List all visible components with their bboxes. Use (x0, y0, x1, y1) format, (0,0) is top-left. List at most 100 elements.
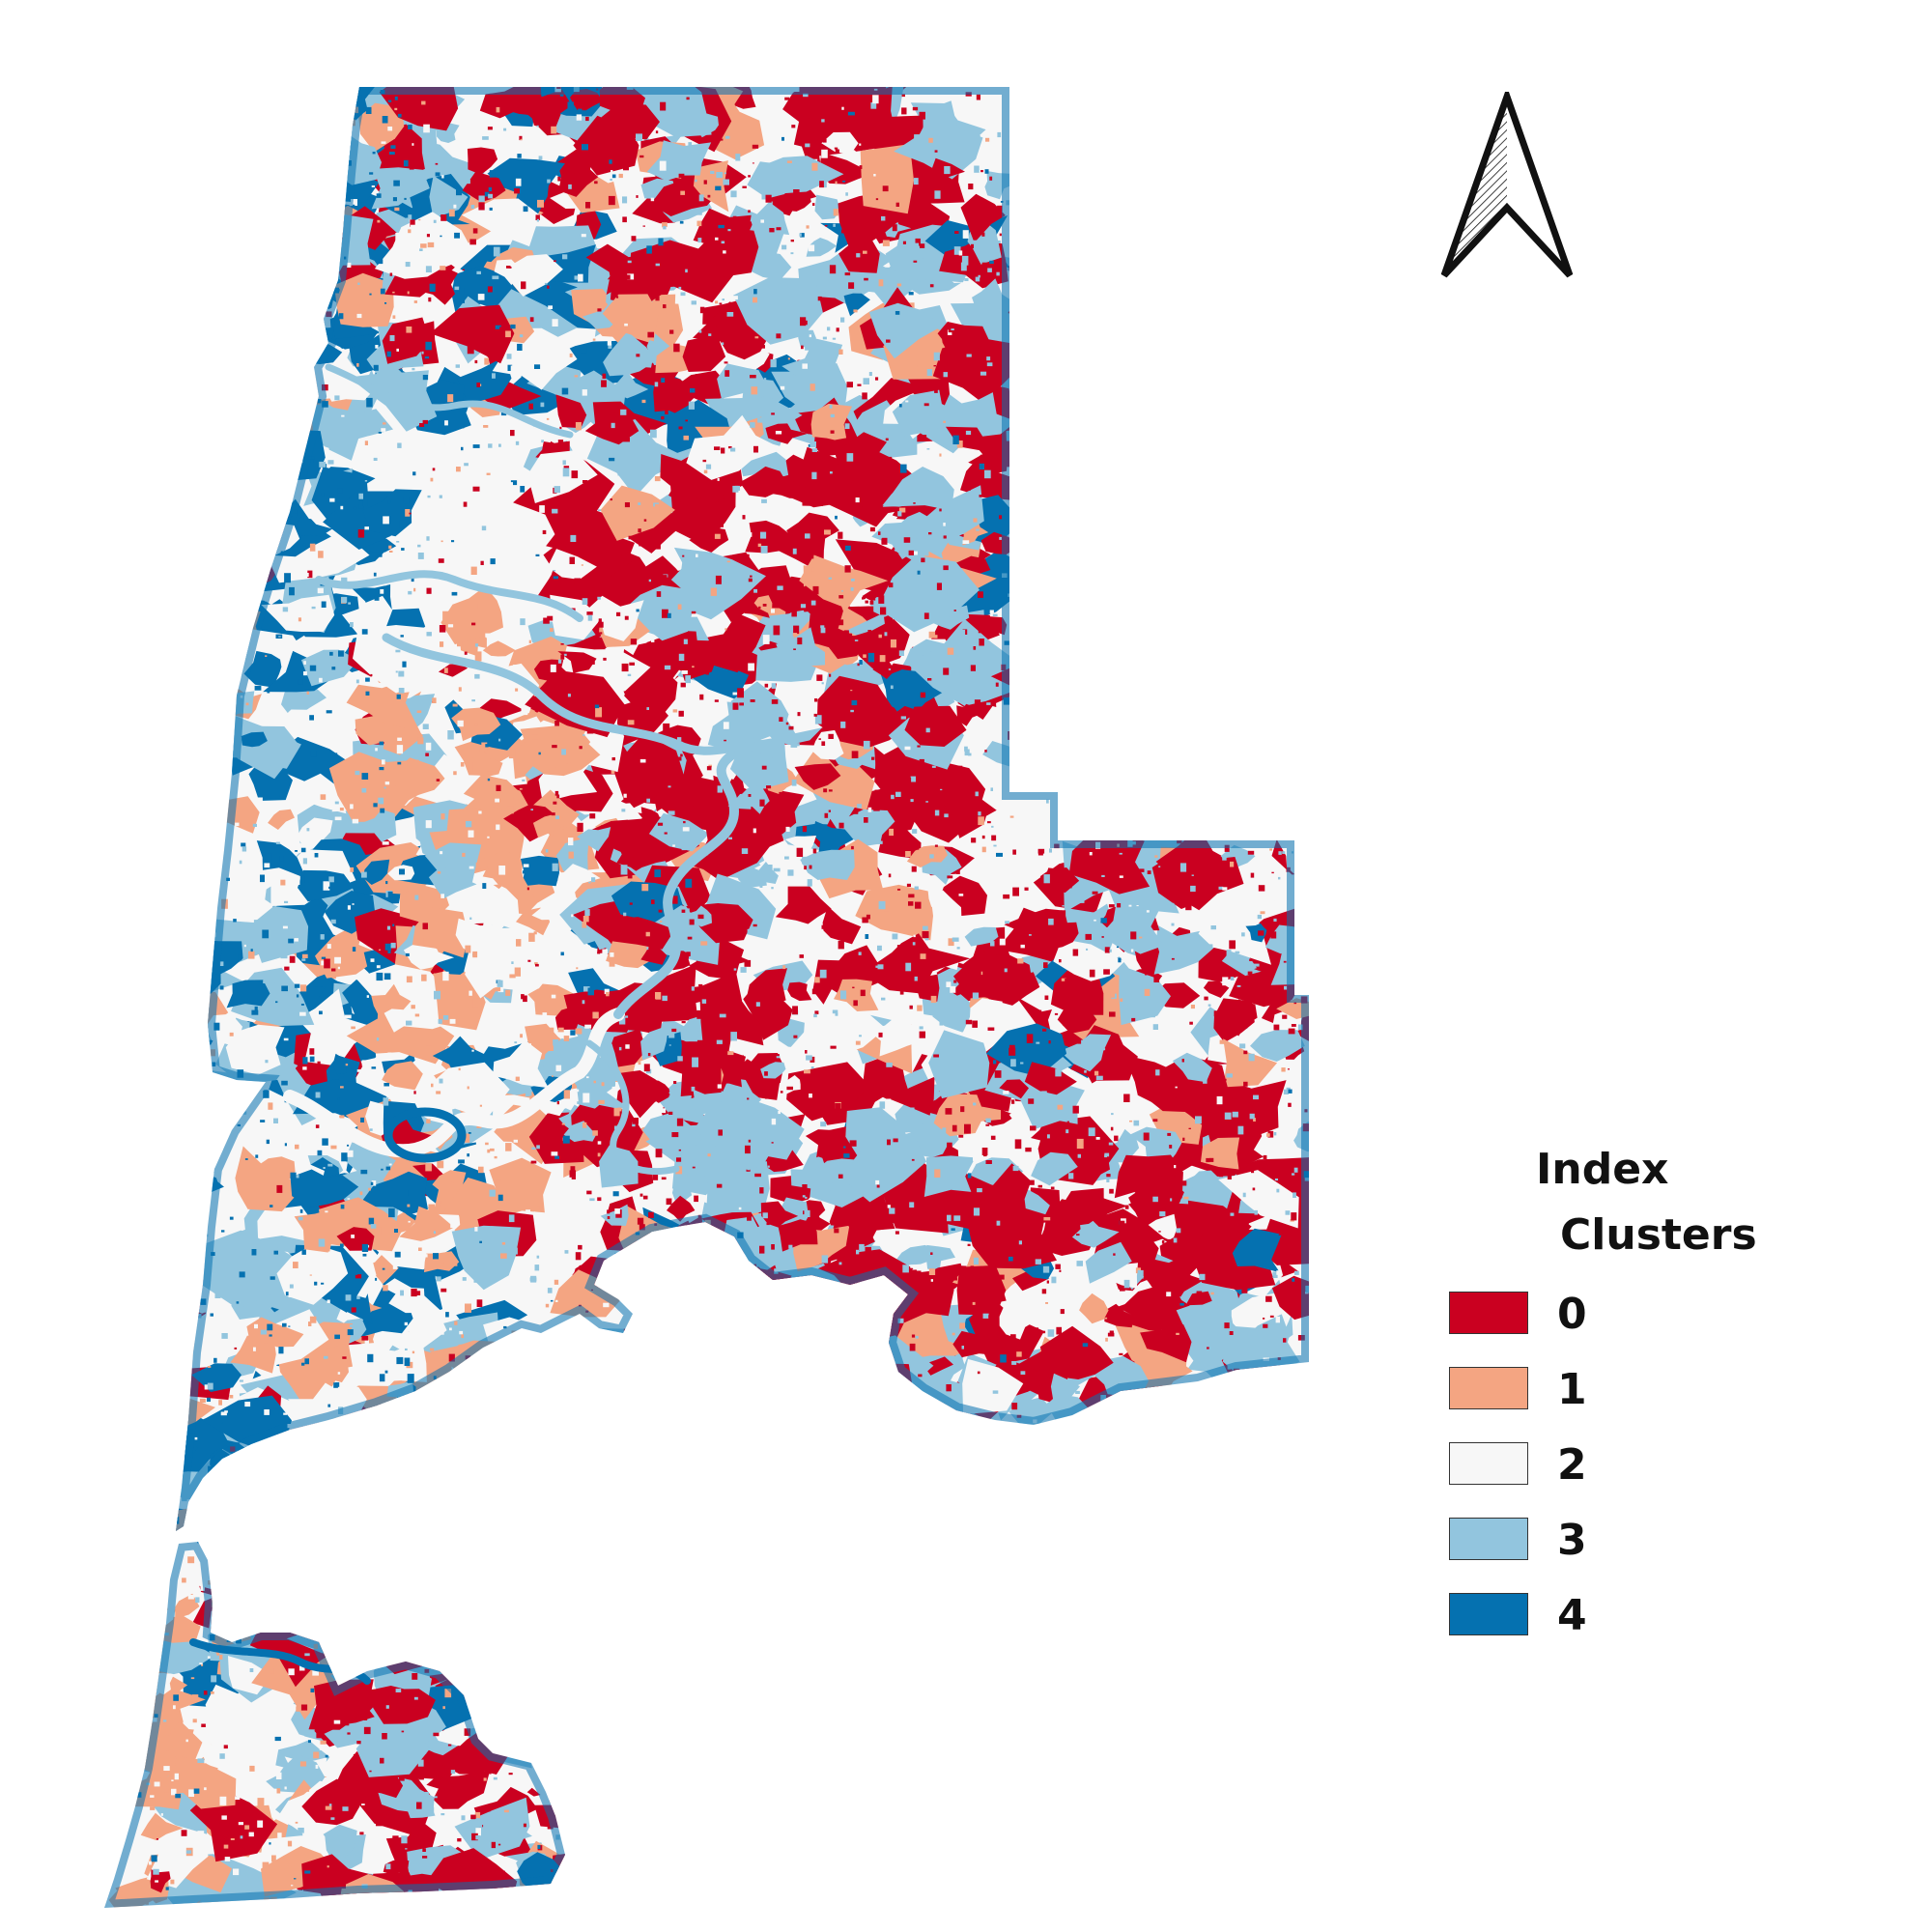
cluster-pixel (1023, 680, 1029, 689)
cluster-pixel (1154, 1539, 1158, 1542)
cluster-pixel (1227, 1608, 1235, 1615)
cluster-pixel (151, 1505, 156, 1508)
cluster-pixel (860, 1747, 864, 1749)
cluster-pixel (562, 254, 568, 260)
cluster-pixel (881, 1468, 885, 1471)
cluster-patch (733, 277, 823, 345)
cluster-pixel (909, 1005, 913, 1009)
cluster-pixel (671, 1028, 677, 1033)
cluster-pixel (183, 286, 190, 294)
cluster-pixel (975, 276, 980, 282)
cluster-pixel (701, 899, 707, 903)
cluster-pixel (691, 611, 696, 614)
cluster-pixel (1067, 892, 1072, 895)
cluster-pixel (681, 909, 686, 913)
cluster-patch (216, 1511, 248, 1532)
cluster-pixel (319, 1021, 322, 1024)
cluster-patch (165, 256, 235, 326)
cluster-pixel (1146, 910, 1150, 913)
cluster-pixel (1249, 134, 1256, 143)
cluster-pixel (719, 1013, 726, 1018)
cluster-pixel (468, 1132, 471, 1134)
cluster-pixel (280, 1460, 284, 1463)
cluster-patch (204, 1458, 298, 1535)
cluster-pixel (1261, 327, 1264, 331)
cluster-pixel (1122, 695, 1129, 700)
cluster-pixel (128, 1443, 135, 1452)
cluster-patch (480, 1622, 554, 1674)
cluster-pixel (1278, 876, 1281, 880)
cluster-pixel (306, 205, 311, 209)
cluster-pixel (426, 632, 432, 637)
cluster-patch (195, 321, 252, 376)
cluster-pixel (563, 678, 570, 684)
cluster-pixel (744, 392, 750, 396)
cluster-pixel (1224, 1322, 1230, 1329)
cluster-pixel (401, 548, 405, 551)
cluster-pixel (1119, 875, 1123, 878)
cluster-patch (595, 102, 660, 140)
cluster-pixel (1174, 1165, 1177, 1169)
cluster-patch (230, 1334, 276, 1374)
cluster-pixel (175, 1078, 183, 1083)
cluster-pixel (1178, 1890, 1181, 1893)
cluster-pixel (283, 1907, 290, 1908)
cluster-patch (159, 293, 221, 333)
cluster-pixel (685, 1657, 689, 1662)
cluster-pixel (671, 1488, 676, 1493)
cluster-pixel (281, 213, 285, 216)
cluster-patch (1218, 1170, 1299, 1229)
cluster-pixel (244, 1158, 248, 1160)
cluster-pixel (129, 1373, 134, 1378)
cluster-pixel (838, 595, 844, 599)
cluster-pixel (163, 1072, 168, 1080)
cluster-pixel (1207, 621, 1211, 625)
cluster-patch (283, 248, 343, 288)
cluster-pixel (805, 1050, 808, 1054)
cluster-pixel (1033, 922, 1037, 925)
cluster-patch (846, 618, 910, 668)
cluster-patch (821, 131, 859, 156)
cluster-pixel (132, 991, 136, 995)
cluster-pixel (652, 1300, 660, 1310)
cluster-pixel (1165, 1425, 1172, 1430)
cluster-pixel (940, 1814, 945, 1821)
cluster-pixel (531, 1565, 537, 1573)
cluster-pixel (1028, 561, 1032, 565)
cluster-pixel (811, 1893, 817, 1900)
cluster-pixel (1154, 1647, 1162, 1654)
cluster-pixel (1080, 1583, 1086, 1588)
cluster-pixel (185, 1907, 190, 1908)
cluster-pixel (637, 1301, 641, 1304)
cluster-pixel (544, 282, 548, 285)
cluster-pixel (1072, 949, 1079, 956)
cluster-pixel (397, 442, 402, 448)
cluster-pixel (606, 424, 611, 430)
cluster-pixel (188, 1018, 193, 1021)
cluster-pixel (639, 155, 644, 158)
cluster-patch (834, 979, 879, 1011)
cluster-pixel (288, 1325, 291, 1327)
cluster-pixel (721, 1328, 725, 1333)
cluster-pixel (855, 1040, 861, 1045)
cluster-pixel (771, 683, 777, 689)
cluster-pixel (215, 473, 222, 482)
cluster-pixel (1119, 1352, 1123, 1355)
cluster-pixel (1198, 820, 1204, 824)
cluster-pixel (777, 585, 783, 590)
cluster-pixel (989, 610, 994, 614)
cluster-pixel (630, 1574, 637, 1580)
cluster-pixel (1196, 571, 1203, 578)
cluster-pixel (417, 544, 421, 548)
cluster-pixel (500, 1253, 507, 1259)
cluster-pixel (574, 578, 581, 583)
cluster-pixel (400, 635, 404, 638)
cluster-pixel (730, 190, 737, 198)
cluster-pixel (139, 806, 146, 812)
cluster-pixel (472, 444, 480, 448)
cluster-pixel (1221, 776, 1224, 778)
cluster-pixel (530, 1668, 535, 1674)
cluster-pixel (915, 901, 922, 909)
cluster-pixel (876, 223, 878, 226)
cluster-pixel (1145, 797, 1152, 803)
